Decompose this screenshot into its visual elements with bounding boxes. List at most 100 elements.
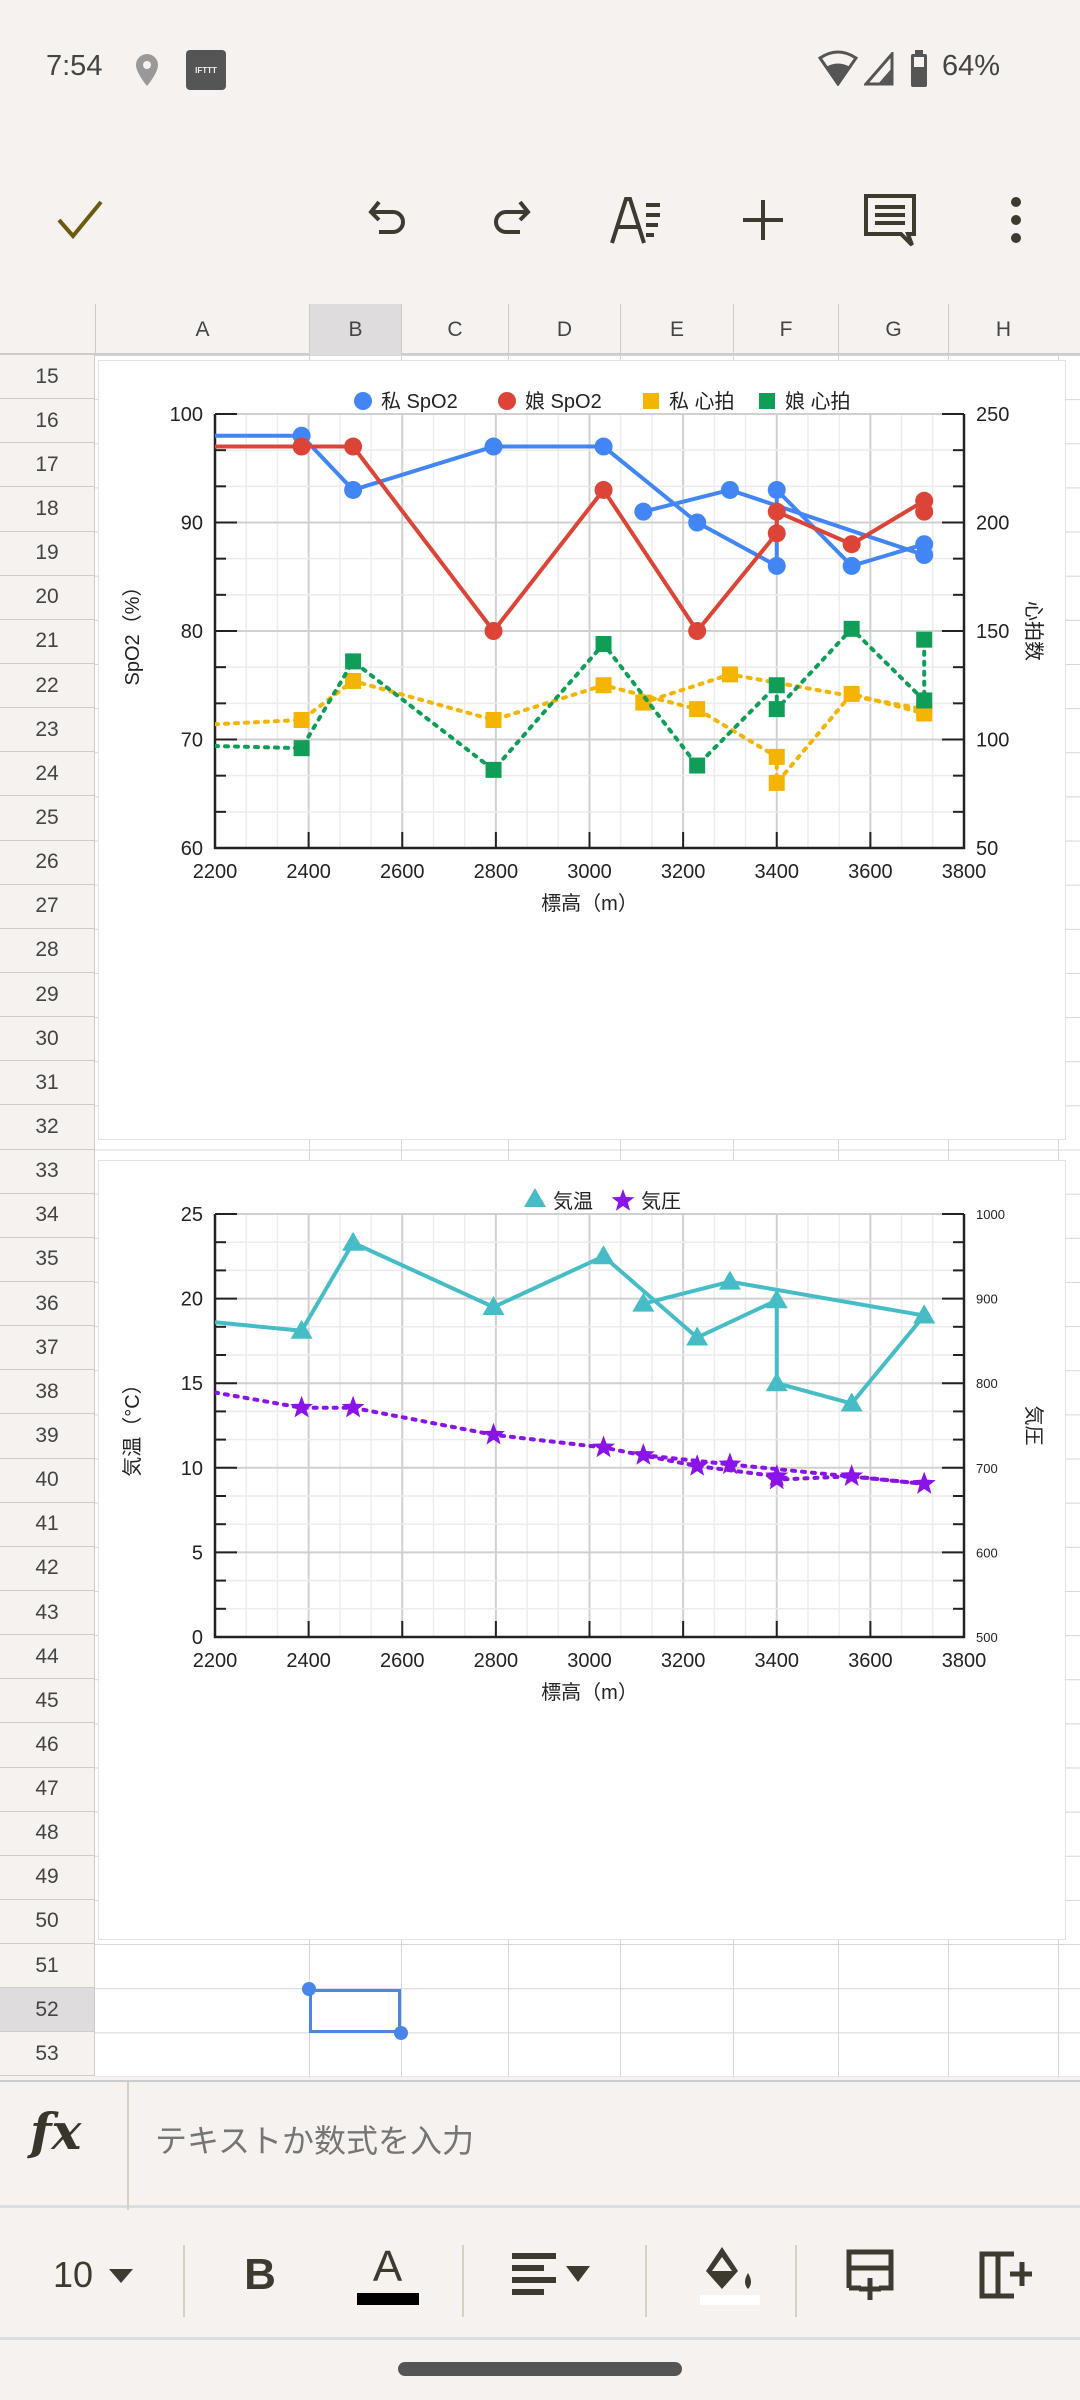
data-point	[345, 672, 362, 689]
data-point	[631, 1443, 655, 1465]
y2-tick-label: 600	[976, 1545, 998, 1560]
x-tick-label: 2200	[193, 861, 238, 883]
row-header[interactable]: 41	[0, 1502, 95, 1547]
row-header[interactable]: 21	[0, 619, 95, 664]
row-header[interactable]: 15	[0, 355, 95, 400]
row-header[interactable]: 49	[0, 1855, 95, 1900]
row-header[interactable]: 50	[0, 1899, 95, 1945]
insert-column-button[interactable]	[965, 2210, 1045, 2340]
gesture-nav-handle[interactable]	[398, 2362, 682, 2376]
row-header[interactable]: 20	[0, 575, 95, 620]
data-point	[916, 631, 933, 648]
row-header[interactable]: 23	[0, 708, 95, 753]
undo-button[interactable]	[347, 160, 427, 280]
data-point	[592, 1245, 615, 1265]
column-header-g[interactable]: G	[838, 304, 948, 355]
selection-handle-start[interactable]	[302, 1982, 316, 1996]
row-header[interactable]: 42	[0, 1546, 95, 1591]
font-size-dropdown[interactable]: 10	[40, 2210, 150, 2340]
comment-button[interactable]	[850, 160, 930, 280]
data-point	[689, 701, 706, 718]
y-axis-label: SpO2（%）	[121, 577, 144, 686]
plus-icon	[743, 200, 783, 240]
x-tick-label: 2200	[193, 1650, 238, 1672]
x-tick-label: 3600	[848, 861, 893, 883]
column-header-h[interactable]: H	[948, 304, 1058, 355]
data-point	[341, 1395, 365, 1418]
column-header-a[interactable]: A	[95, 304, 309, 355]
row-header[interactable]: 43	[0, 1590, 95, 1636]
row-header[interactable]: 25	[0, 796, 95, 841]
text-format-button[interactable]	[598, 160, 678, 280]
row-header[interactable]: 38	[0, 1370, 95, 1415]
column-header-c[interactable]: C	[401, 304, 508, 355]
row-header[interactable]: 46	[0, 1723, 95, 1768]
text-color-button[interactable]: A	[345, 2210, 430, 2340]
column-header-f[interactable]: F	[733, 304, 838, 355]
row-header[interactable]: 45	[0, 1679, 95, 1724]
column-header-d[interactable]: D	[508, 304, 620, 355]
row-header[interactable]: 26	[0, 840, 95, 885]
data-point	[632, 1292, 655, 1312]
row-header[interactable]: 32	[0, 1105, 95, 1150]
row-header[interactable]: 29	[0, 972, 95, 1018]
insert-button[interactable]	[723, 160, 803, 280]
row-header[interactable]: 17	[0, 443, 95, 488]
row-header[interactable]: 39	[0, 1414, 95, 1459]
spo2-heart-rate-chart[interactable]: 2200 2400 2600 2800 3000 3200 3400 3600 3800 60 70…	[98, 360, 1066, 1140]
row-header[interactable]: 36	[0, 1281, 95, 1327]
data-point	[767, 480, 786, 499]
row-header[interactable]: 30	[0, 1017, 95, 1062]
column-header-e[interactable]: E	[620, 304, 733, 355]
data-point	[840, 1464, 864, 1486]
data-point	[292, 437, 311, 456]
y2-tick-label: 1000	[976, 1207, 1005, 1222]
row-headers: 15 16 17 18 19 20 21 22 23 24 25 26 27 28 29 30 31 32 33 34…	[0, 355, 95, 2077]
x-tick-label: 2400	[286, 861, 331, 883]
row-header[interactable]: 52	[0, 1988, 95, 2033]
bold-button[interactable]: B	[225, 2210, 295, 2340]
row-header[interactable]: 37	[0, 1326, 95, 1371]
fill-color-button[interactable]	[680, 2210, 780, 2340]
x-tick-label: 3000	[567, 1650, 612, 1672]
align-left-icon	[512, 2253, 590, 2295]
selection-handle-end[interactable]	[394, 2026, 408, 2040]
row-header[interactable]: 44	[0, 1635, 95, 1680]
data-point	[688, 513, 707, 532]
row-header[interactable]: 28	[0, 928, 95, 973]
row-header[interactable]: 48	[0, 1811, 95, 1856]
y2-tick-label: 100	[976, 730, 1009, 752]
row-header[interactable]: 24	[0, 752, 95, 797]
more-options-button[interactable]	[976, 160, 1056, 280]
series-line	[215, 625, 927, 773]
row-header[interactable]: 22	[0, 663, 95, 709]
align-button[interactable]	[505, 2210, 605, 2340]
insert-row-button[interactable]	[830, 2210, 910, 2340]
x-tick-label: 3400	[755, 861, 800, 883]
x-tick-label: 2600	[380, 1650, 425, 1672]
temperature-pressure-chart[interactable]: 2200 2400 2600 2800 3000 3200 3400 3600 3800 0 5 10…	[98, 1160, 1066, 1940]
redo-button[interactable]	[472, 160, 552, 280]
row-header[interactable]: 27	[0, 884, 95, 929]
row-header[interactable]: 19	[0, 531, 95, 576]
data-point	[842, 556, 861, 575]
row-header[interactable]: 18	[0, 487, 95, 532]
row-header[interactable]: 47	[0, 1767, 95, 1812]
column-header-b[interactable]: B	[309, 304, 401, 355]
wifi-icon	[818, 50, 858, 86]
row-header[interactable]: 53	[0, 2032, 95, 2077]
row-header[interactable]: 40	[0, 1458, 95, 1503]
data-point	[915, 502, 934, 521]
data-point	[293, 740, 310, 757]
row-header[interactable]: 33	[0, 1149, 95, 1194]
formula-input[interactable]	[155, 2122, 1035, 2160]
row-header[interactable]: 31	[0, 1061, 95, 1106]
row-header[interactable]: 51	[0, 1944, 95, 1989]
row-header[interactable]: 16	[0, 399, 95, 444]
legend-label: 私 SpO2	[381, 390, 458, 413]
signal-icon	[864, 52, 894, 86]
row-header[interactable]: 35	[0, 1237, 95, 1282]
done-button[interactable]	[40, 160, 120, 280]
selected-cell-b52[interactable]	[302, 1982, 408, 2040]
row-header[interactable]: 34	[0, 1193, 95, 1238]
